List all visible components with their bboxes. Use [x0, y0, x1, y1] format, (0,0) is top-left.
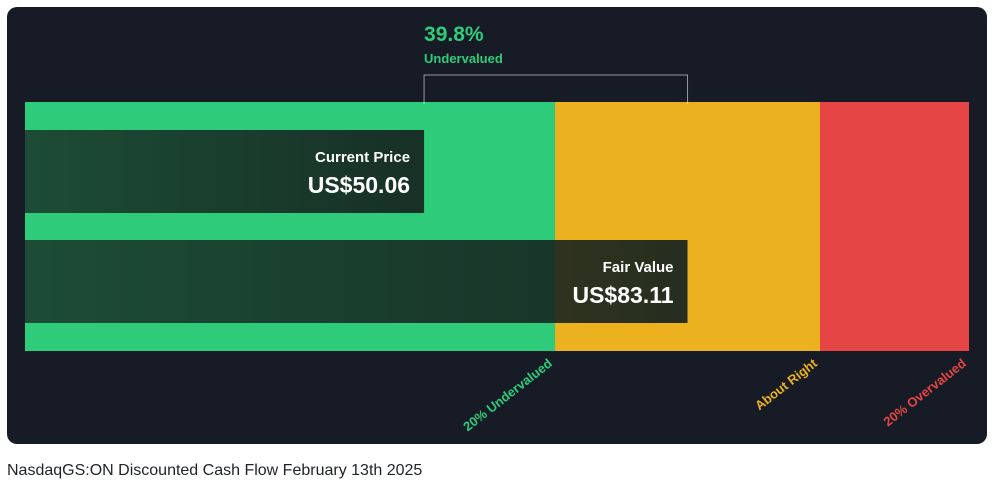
value-bar-0: [25, 130, 425, 213]
zone-label-0: 20% Undervalued: [460, 356, 555, 435]
value-bar-label-1: Fair Value: [603, 259, 674, 276]
chart-caption: NasdaqGS:ON Discounted Cash Flow Februar…: [7, 462, 423, 479]
difference-status: Undervalued: [424, 51, 503, 66]
valuation-chart-card: Current Price US$50.06 Fair Value US$83.11 …: [7, 7, 987, 444]
difference-bracket: [423, 74, 689, 104]
value-bar-value-0: US$50.06: [308, 172, 410, 198]
difference-percent: 39.8%: [424, 23, 484, 46]
zone-band-2: [820, 102, 969, 351]
value-bar-label-0: Current Price: [315, 149, 410, 166]
zone-label-1: About Right: [752, 355, 820, 413]
value-bar-value-1: US$83.11: [572, 282, 673, 308]
zone-label-2: 20% Overvalued: [880, 356, 968, 430]
value-bar-1: [25, 240, 688, 323]
